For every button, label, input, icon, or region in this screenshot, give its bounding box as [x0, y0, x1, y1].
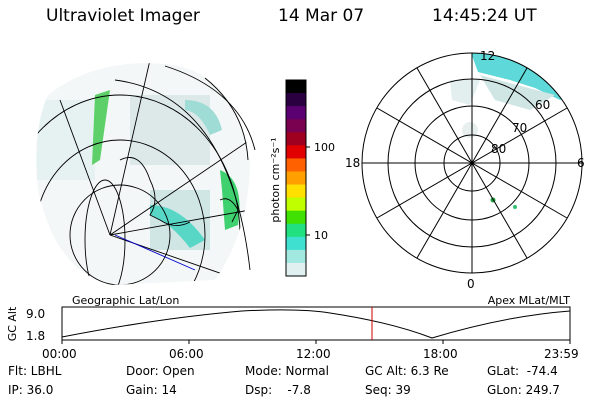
colorbar-cell [286, 80, 306, 94]
mlt-label-6: 6 [577, 156, 585, 170]
colorbar-unit-label: photon cm⁻²s⁻¹ [269, 137, 282, 222]
mlat-label-60: 60 [535, 98, 550, 112]
mlat-label-70: 70 [512, 121, 527, 135]
colorbar-cell [286, 119, 306, 133]
colorbar-tick-label: 100 [314, 141, 335, 154]
glon-readout: GLon: 249.7 [487, 383, 560, 397]
colorbar-cell [286, 106, 306, 120]
altitude-time-plot: Geographic Lat/Lon Apex MLat/MLT 9.0 1.8… [6, 294, 579, 361]
dsp-readout: Dsp: -7.8 [245, 383, 311, 397]
mode-readout: Mode: Normal [245, 364, 329, 378]
geographic-label: Geographic Lat/Lon [72, 294, 179, 307]
time-tick-label: 23:59 [544, 347, 579, 361]
apex-label: Apex MLat/MLT [488, 294, 571, 307]
gc-alt-readout: GC Alt: 6.3 Re [365, 364, 449, 378]
seq-readout: Seq: 39 [365, 383, 411, 397]
time-tick-label: 06:00 [169, 347, 204, 361]
colorbar-cell [286, 197, 306, 212]
colorbar-cell [286, 171, 306, 186]
filter-readout: Flt: LBHL [8, 364, 62, 378]
time-tick-label: 18:00 [423, 347, 458, 361]
ip-readout: IP: 36.0 [8, 383, 54, 397]
colorbar-cell [286, 93, 306, 107]
mlt-label-18: 18 [345, 156, 360, 170]
time-tick-label: 00:00 [42, 347, 77, 361]
colorbar-cell [286, 184, 306, 199]
altitude-tick-label: 1.8 [26, 329, 45, 343]
glat-readout: GLat: -74.4 [487, 364, 558, 378]
polar-mlt-plot: 12 18 6 0 60 70 80 [345, 49, 585, 291]
colorbar: 100 10 photon cm⁻²s⁻¹ [269, 79, 335, 277]
observation-time: 14:45:24 UT [432, 6, 537, 26]
colorbar-cell [286, 210, 306, 225]
mlt-label-0: 0 [467, 277, 475, 291]
colorbar-cell [286, 132, 306, 146]
colorbar-cell [286, 236, 306, 251]
mlat-label-80: 80 [491, 142, 506, 156]
colorbar-cell [286, 145, 306, 159]
colorbar-cell [286, 223, 306, 238]
colorbar-cell [286, 262, 306, 277]
colorbar-cell [286, 249, 306, 264]
door-readout: Door: Open [126, 364, 195, 378]
mlt-label-12: 12 [480, 49, 495, 63]
colorbar-cell [286, 158, 306, 173]
observation-date: 14 Mar 07 [278, 6, 365, 26]
altitude-tick-label: 9.0 [26, 307, 45, 321]
instrument-title: Ultraviolet Imager [46, 6, 200, 26]
time-tick-label: 12:00 [296, 347, 331, 361]
colorbar-tick-label: 10 [314, 229, 328, 242]
altitude-axis-label: GC Alt [6, 306, 19, 341]
gain-readout: Gain: 14 [126, 383, 177, 397]
